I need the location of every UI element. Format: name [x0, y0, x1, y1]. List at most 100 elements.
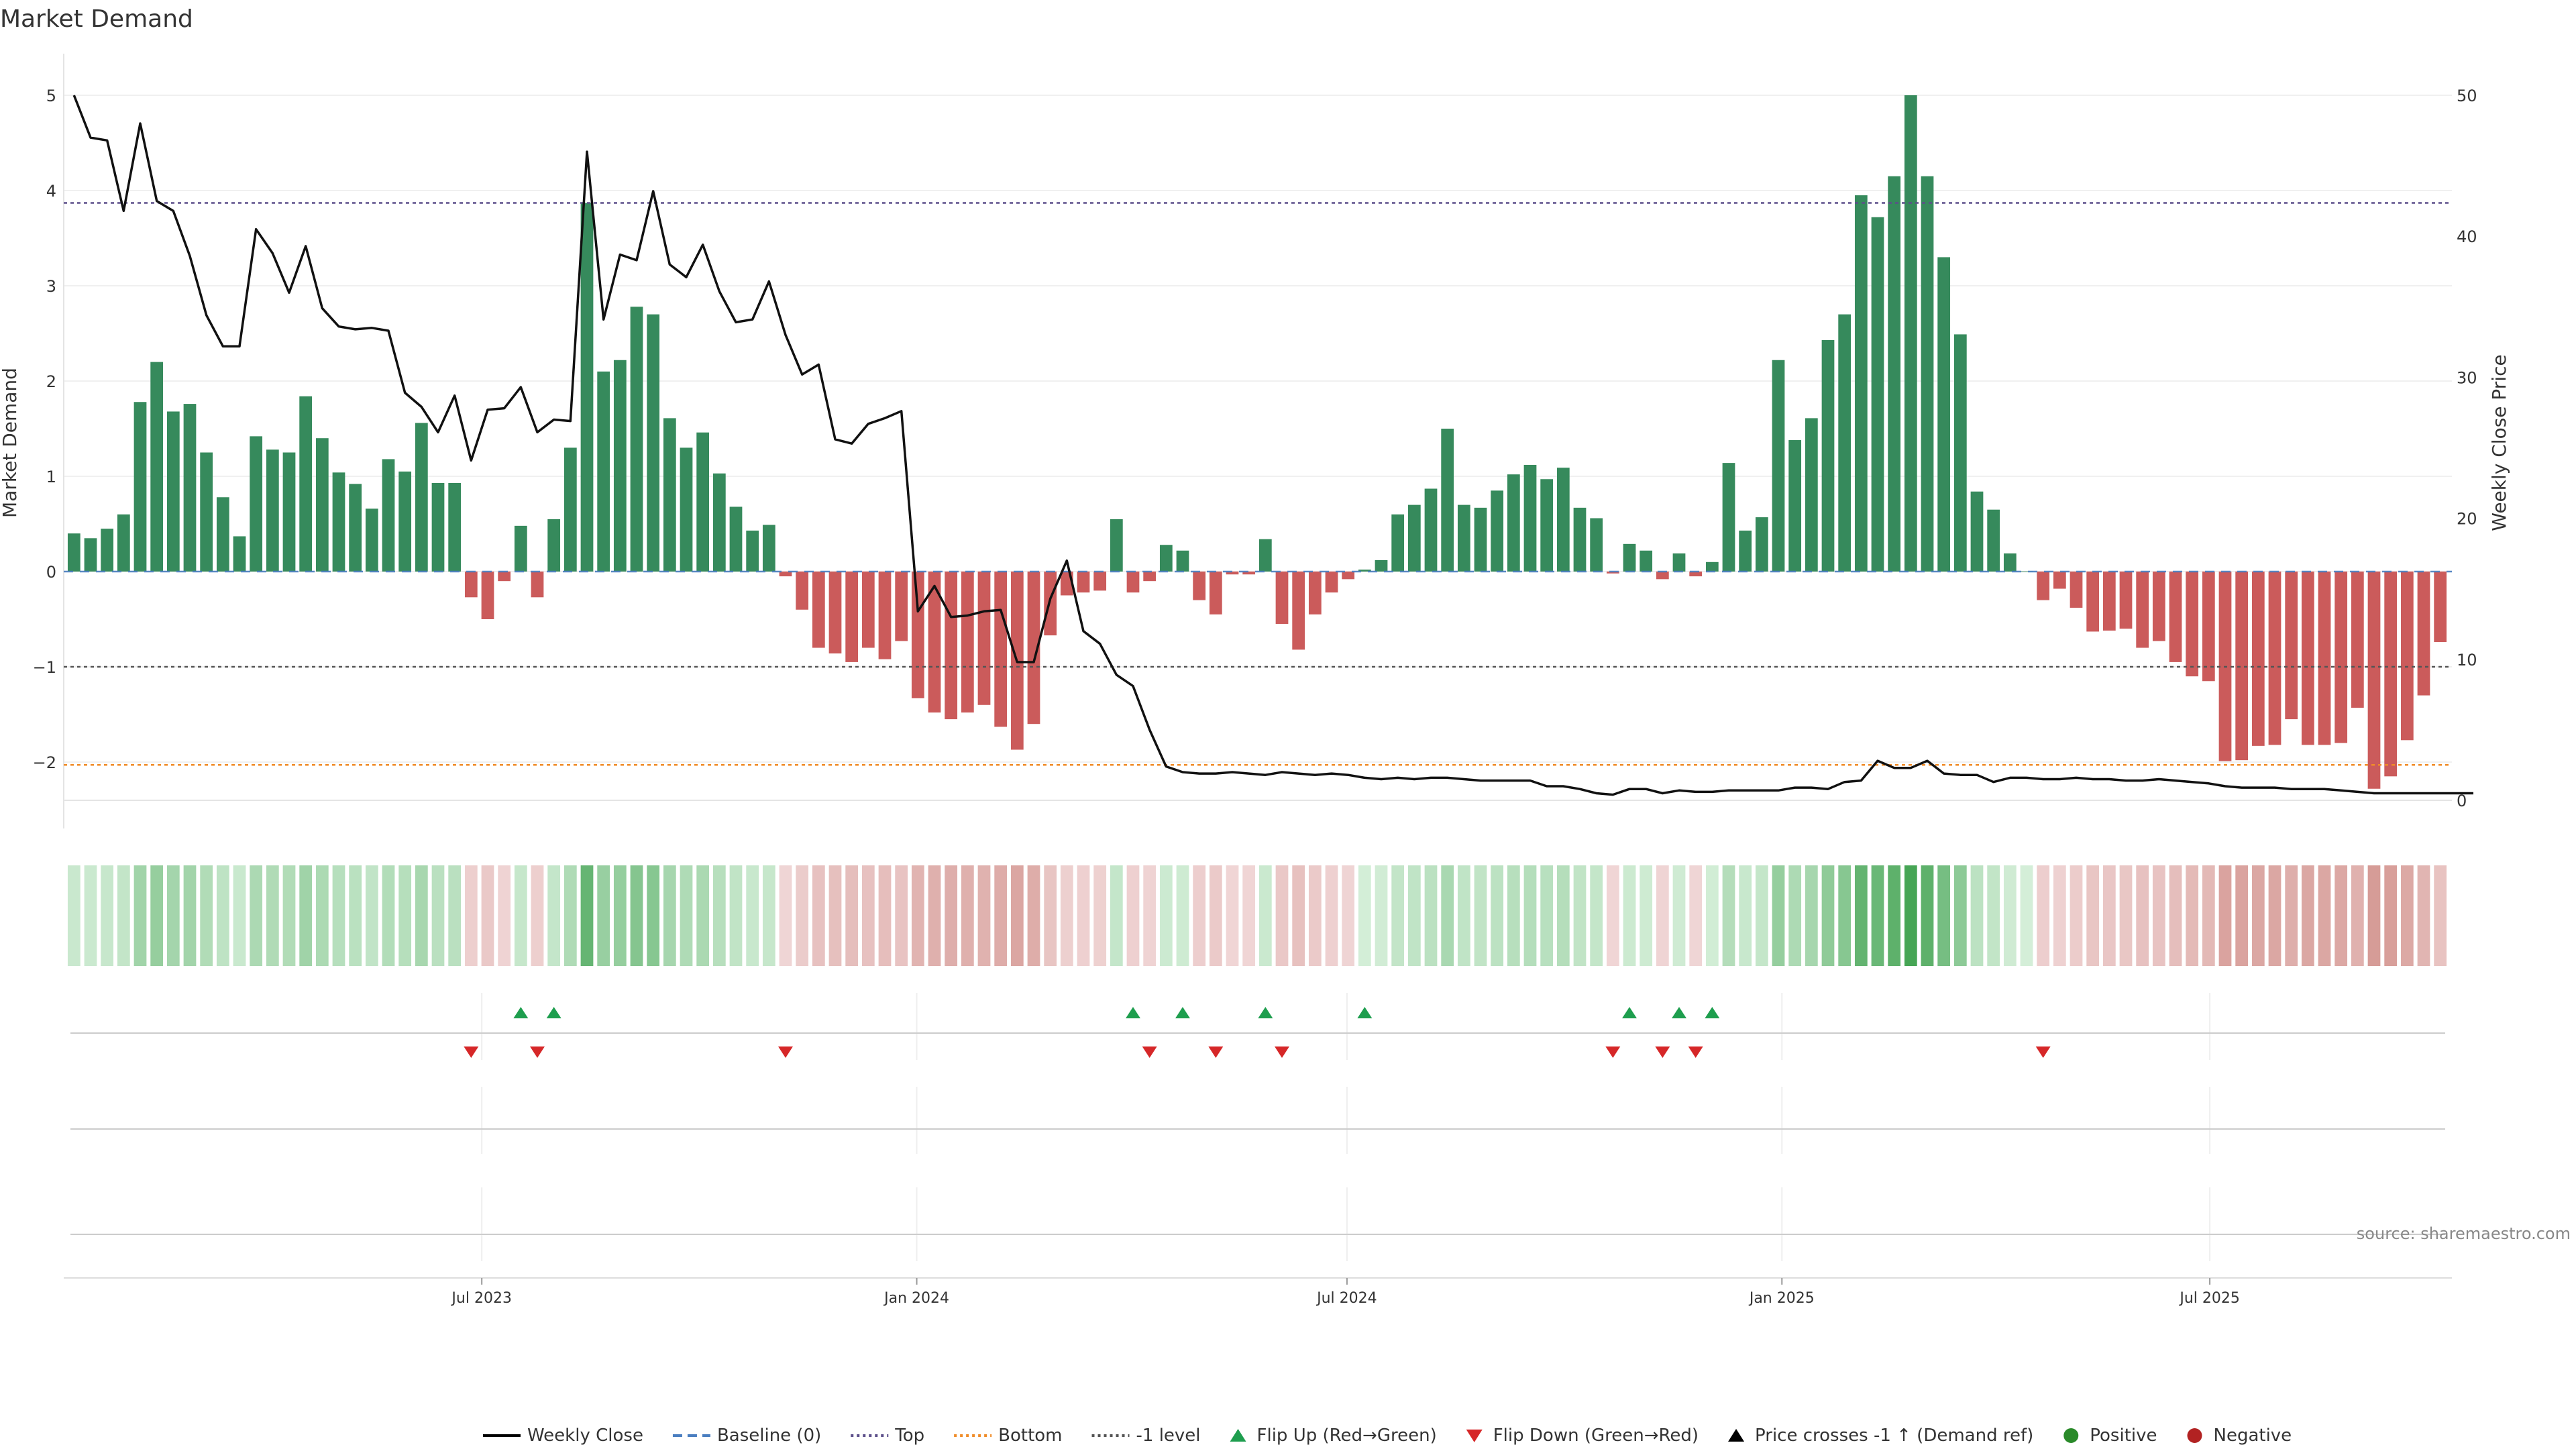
y-tick-label: −1	[33, 658, 56, 677]
demand-bar	[101, 529, 114, 572]
demand-bar	[729, 506, 743, 572]
x-ticks: Jul 2023 Jan 2024 Jul 2024 Jan 2025 Jul 2025	[450, 1278, 2240, 1307]
demand-bar	[315, 438, 329, 572]
heat-cell	[729, 865, 743, 966]
heat-cell	[1904, 865, 1917, 966]
heat-cell	[2285, 865, 2298, 966]
heat-cell	[1424, 865, 1438, 966]
heat-cell	[299, 865, 313, 966]
demand-bar	[812, 572, 825, 648]
heat-cell	[1077, 865, 1090, 966]
legend-label: Weekly Close	[527, 1426, 643, 1446]
demand-bar	[299, 396, 313, 572]
demand-bar	[1308, 572, 1322, 614]
demand-bar	[2367, 572, 2381, 789]
heat-cell	[2020, 865, 2033, 966]
demand-bar	[1953, 334, 1967, 572]
heat-cell	[1540, 865, 1554, 966]
heat-cell	[2301, 865, 2314, 966]
heat-cell	[2202, 865, 2215, 966]
demand-bar	[1937, 257, 1951, 572]
heat-cell	[448, 865, 462, 966]
legend-label: Bottom	[998, 1426, 1062, 1446]
heat-cell	[183, 865, 197, 966]
heat-cell	[1027, 865, 1040, 966]
legend-swatch	[1728, 1429, 1745, 1442]
demand-bar	[1027, 572, 1040, 724]
signal-panels	[70, 1032, 2445, 1235]
demand-bar	[2285, 572, 2298, 720]
demand-bar	[514, 525, 527, 572]
demand-bar	[1424, 488, 1438, 572]
heat-cell	[1640, 865, 1653, 966]
demand-bar	[2318, 572, 2331, 745]
heat-cell	[531, 865, 544, 966]
heat-cell	[1209, 865, 1222, 966]
demand-bars	[67, 95, 2447, 789]
demand-bar	[1854, 195, 1868, 572]
demand-bar	[895, 572, 908, 641]
heat-cell	[1805, 865, 1818, 966]
heat-cell	[1010, 865, 1024, 966]
legend-label: Baseline (0)	[717, 1426, 821, 1446]
flip-down-marker	[1655, 1046, 1670, 1058]
heat-cell	[1474, 865, 1487, 966]
y-tick-label: 5	[46, 87, 56, 105]
demand-bar	[1623, 543, 1636, 572]
demand-bar	[250, 436, 263, 572]
heat-cell	[166, 865, 180, 966]
y-right-tick-label: 20	[2457, 510, 2477, 529]
heat-cell	[2003, 865, 2017, 966]
heat-cell	[547, 865, 561, 966]
demand-bar	[663, 418, 676, 572]
demand-bar	[928, 572, 941, 713]
heat-cell	[1838, 865, 1851, 966]
heat-cell	[2367, 865, 2381, 966]
heat-cell	[1970, 865, 1984, 966]
y-tick-label: 2	[46, 372, 56, 391]
heat-cell	[133, 865, 147, 966]
heat-cell	[1722, 865, 1735, 966]
flip-down-marker	[1208, 1046, 1224, 1058]
heat-cell	[1821, 865, 1835, 966]
demand-bar	[84, 538, 97, 572]
legend-swatch	[1230, 1429, 1246, 1442]
heat-cell	[861, 865, 875, 966]
demand-bar	[2417, 572, 2430, 696]
legend-label: Top	[894, 1426, 924, 1446]
heat-cell	[1491, 865, 1504, 966]
demand-bar	[2136, 572, 2149, 648]
demand-bar	[2053, 572, 2066, 589]
demand-bar	[680, 447, 693, 572]
heat-cell	[1689, 865, 1703, 966]
heat-cell	[464, 865, 478, 966]
demand-bar	[1358, 570, 1371, 572]
y-tick-label: 1	[46, 468, 56, 486]
y-right-tick-label: 50	[2457, 87, 2477, 105]
heat-cell	[2351, 865, 2364, 966]
demand-bar	[67, 533, 80, 572]
heat-cell	[1755, 865, 1768, 966]
flip-down-marker	[464, 1046, 479, 1058]
demand-bar	[1821, 339, 1835, 572]
x-tick-label: Jan 2025	[1748, 1290, 1815, 1307]
demand-bar	[349, 484, 362, 572]
heat-cell	[84, 865, 97, 966]
demand-bar	[2119, 572, 2133, 629]
demand-bar	[796, 572, 809, 610]
heat-cell	[2400, 865, 2414, 966]
demand-bar	[282, 452, 296, 572]
demand-bar	[1209, 572, 1222, 614]
heat-cell	[597, 865, 610, 966]
gridlines	[63, 54, 2452, 1279]
demand-bar	[1375, 559, 1388, 572]
flip-down-marker	[1275, 1046, 1289, 1058]
demand-bar	[828, 572, 842, 654]
heat-cell	[1606, 865, 1619, 966]
heat-cell	[977, 865, 991, 966]
heat-cell	[1871, 865, 1884, 966]
demand-bar	[1077, 572, 1090, 593]
legend-label: -1 level	[1136, 1426, 1201, 1446]
heat-cell	[2119, 865, 2133, 966]
